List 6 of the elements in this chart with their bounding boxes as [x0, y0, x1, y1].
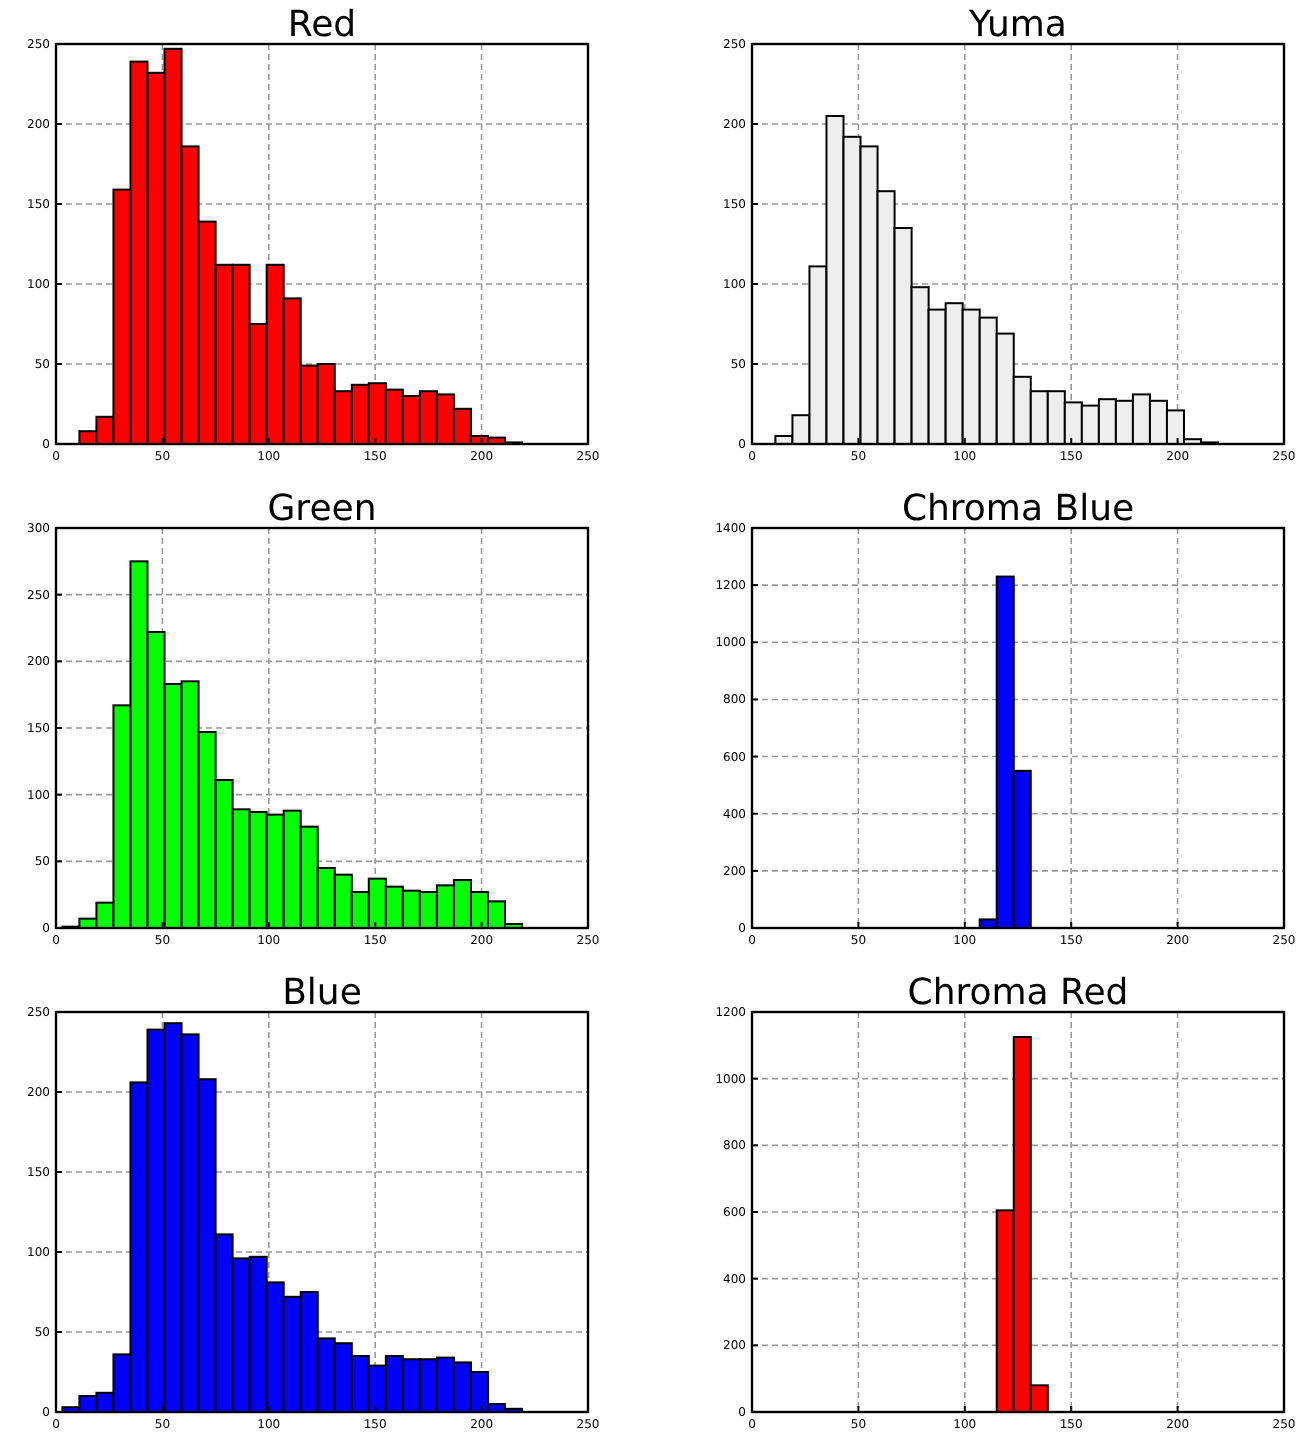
chart-title: Yuma	[967, 4, 1067, 46]
chart-title: Green	[267, 488, 377, 530]
chart-title: Red	[287, 4, 357, 46]
chart-title: Chroma Blue	[901, 488, 1135, 530]
chart-title: Blue	[282, 972, 362, 1014]
chart-title: Chroma Red	[907, 972, 1129, 1014]
